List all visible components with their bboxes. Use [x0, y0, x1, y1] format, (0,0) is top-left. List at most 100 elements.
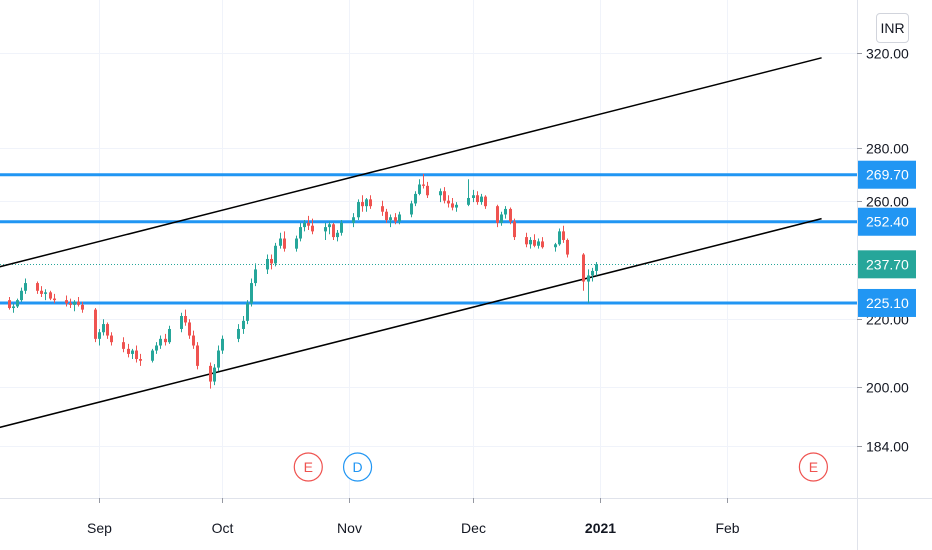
candle-body: [159, 338, 162, 346]
candle-body: [389, 217, 392, 221]
candle-body: [139, 359, 142, 361]
candle-body: [541, 241, 544, 248]
candle-body: [595, 264, 598, 271]
candle-body: [242, 320, 245, 329]
candle-body: [36, 283, 39, 291]
candle-body: [184, 316, 187, 323]
candle-body: [246, 303, 249, 321]
last-price-label-box: [858, 250, 916, 279]
candle-body: [443, 191, 446, 201]
candle-body: [250, 283, 253, 304]
time-axis[interactable]: Sep Oct Nov Dec 2021 Feb: [87, 498, 740, 536]
event-marker-label: D: [353, 459, 363, 475]
candle-body: [340, 222, 343, 233]
candle-body: [217, 350, 220, 368]
candle-body: [12, 306, 15, 309]
candle-body: [135, 350, 138, 360]
upper-channel-line: [0, 57, 822, 268]
candle-body: [209, 365, 212, 382]
currency-button[interactable]: INR: [876, 13, 909, 43]
candle-body: [8, 300, 11, 309]
candle-body: [398, 214, 401, 222]
candle-body: [439, 191, 442, 196]
trend-channel: [0, 57, 822, 429]
candle-body: [81, 304, 84, 310]
candle-body: [303, 222, 306, 228]
y-tick-label: 200.00: [866, 380, 909, 396]
candle-body: [591, 270, 594, 276]
x-tick-label: 2021: [585, 520, 616, 536]
y-tick-label: 260.00: [866, 194, 909, 210]
candle-body: [558, 231, 561, 245]
candle-body: [394, 217, 397, 222]
candle-body: [381, 206, 384, 212]
candle-body: [587, 275, 590, 282]
candle-body: [509, 208, 512, 222]
candle-body: [537, 241, 540, 246]
x-tick-label: Oct: [212, 520, 234, 536]
candle-body: [455, 204, 458, 208]
candle-body: [213, 367, 216, 382]
candle-body: [299, 227, 302, 239]
level-label-text: 252.40: [866, 214, 909, 230]
y-tick-label: 184.00: [866, 439, 909, 455]
candle-body: [65, 300, 68, 304]
candle-body: [484, 196, 487, 207]
candle-body: [451, 203, 454, 208]
event-marker-label: E: [304, 459, 313, 475]
candle-body: [357, 202, 360, 218]
candle-body: [566, 239, 569, 255]
candle-body: [53, 298, 56, 301]
last-price-label-text: 237.70: [866, 256, 909, 272]
price-level-labels: 269.70 252.40 225.10 237.70: [858, 160, 916, 317]
candle-body: [110, 335, 113, 343]
candle-body: [361, 202, 364, 207]
event-marker-label: E: [809, 459, 818, 475]
candle-body: [476, 195, 479, 203]
candle-body: [410, 203, 413, 215]
candle-body: [365, 199, 368, 207]
candle-body: [582, 254, 585, 282]
candle-body: [422, 184, 425, 186]
candle-body: [332, 224, 335, 238]
candle-body: [467, 197, 470, 205]
candle-body: [500, 214, 503, 223]
candle-body: [24, 283, 27, 291]
candle-body: [49, 292, 52, 299]
candle-body: [151, 350, 154, 361]
candle-body: [307, 222, 310, 226]
candle-body: [122, 342, 125, 349]
candle-body: [266, 258, 269, 270]
candle-body: [98, 332, 101, 339]
candle-body: [16, 300, 19, 307]
x-tick-label: Feb: [715, 520, 739, 536]
candle-body: [164, 338, 167, 343]
x-tick-label: Nov: [337, 520, 362, 536]
candle-body: [426, 185, 429, 196]
candle-body: [472, 195, 475, 198]
candle-body: [274, 245, 277, 264]
level-label-text: 225.10: [866, 295, 909, 311]
candle-body: [324, 227, 327, 232]
level-label-box: [858, 160, 916, 189]
candle-body: [504, 208, 507, 215]
candle-body: [295, 238, 298, 249]
candle-body: [40, 290, 43, 294]
event-marker-circle: [293, 452, 323, 482]
candle-body: [102, 324, 105, 333]
candle-body: [73, 301, 76, 305]
candle-body: [94, 309, 97, 339]
candle-body: [311, 225, 314, 232]
event-marker-circle: [342, 452, 373, 482]
candle-body: [447, 200, 450, 204]
candle-body: [131, 350, 134, 354]
candles: [8, 173, 598, 389]
candle-body: [554, 244, 557, 248]
candle-body: [270, 258, 273, 264]
candle-body: [525, 237, 528, 245]
lower-channel-line: [0, 217, 822, 429]
